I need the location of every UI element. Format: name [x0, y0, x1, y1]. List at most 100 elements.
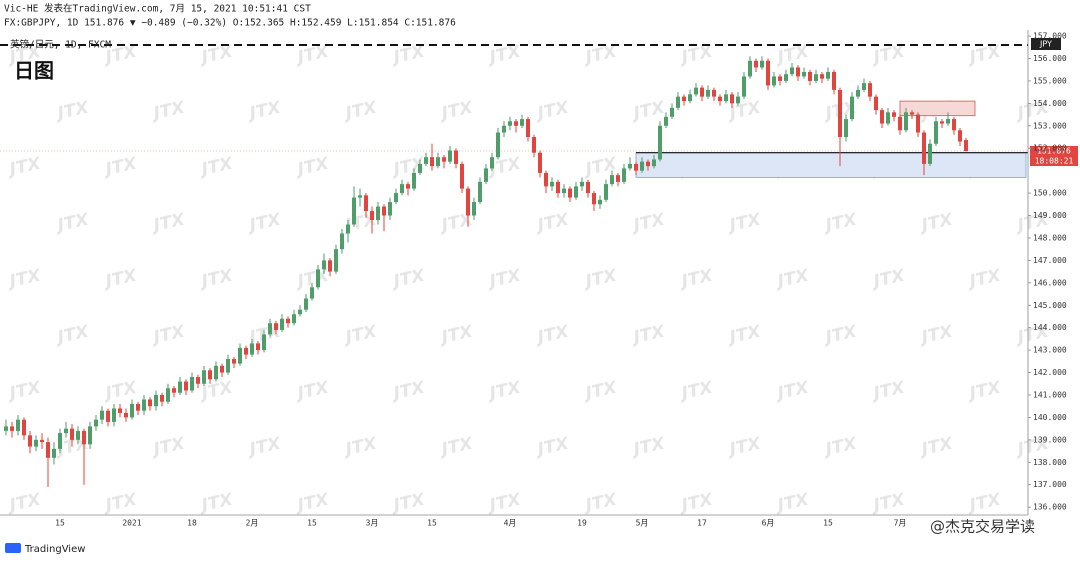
candle-body — [784, 74, 788, 81]
candle-body — [676, 96, 680, 108]
x-tick-label: 7月 — [894, 519, 907, 528]
info-line: FX:GBPJPY, 1D 151.876 ▼ −0.489 (−0.32%) … — [4, 18, 456, 29]
publisher-line: Vic-HE 发表在TradingView.com, 7月 15, 2021 1… — [4, 3, 311, 15]
candle-body — [148, 399, 152, 407]
candle-body — [280, 318, 284, 330]
candle-body — [268, 323, 272, 335]
candle-body — [118, 408, 122, 413]
candle-body — [778, 76, 782, 81]
candle-body — [538, 152, 542, 173]
y-tick-label: 146.000 — [1033, 278, 1067, 287]
candle-body — [346, 224, 350, 234]
candle-body — [496, 132, 500, 158]
candle-body — [562, 188, 566, 194]
brand-logo — [5, 543, 21, 553]
candle-body — [868, 83, 872, 97]
candle-body — [436, 157, 440, 167]
signature: @杰克交易学读 — [930, 518, 1035, 536]
candle-body — [256, 343, 260, 351]
candle-body — [226, 359, 230, 373]
candle-body — [34, 439, 38, 447]
candle-body — [892, 112, 896, 117]
candle-body — [628, 163, 632, 169]
candle-body — [634, 163, 638, 171]
candle-body — [694, 87, 698, 95]
candle-body — [772, 76, 776, 86]
candle-body — [886, 112, 890, 124]
x-tick-label: 6月 — [762, 519, 775, 528]
candle-body — [400, 184, 404, 194]
candle-body — [76, 430, 80, 440]
candle-body — [934, 121, 938, 144]
candle-body — [604, 184, 608, 200]
candle-body — [766, 60, 770, 86]
candle-body — [592, 193, 596, 205]
candle-body — [454, 150, 458, 164]
y-tick-label: 156.000 — [1033, 54, 1067, 63]
candle-body — [40, 439, 44, 443]
candle-body — [442, 157, 446, 162]
candle-body — [910, 112, 914, 115]
candle-body — [142, 399, 146, 411]
candle-body — [808, 71, 812, 81]
candle-body — [646, 161, 650, 167]
candle-body — [52, 448, 56, 458]
candle-body — [688, 94, 692, 102]
candle-body — [292, 314, 296, 324]
candle-body — [670, 107, 674, 117]
y-tick-label: 142.000 — [1033, 368, 1067, 377]
currency-label: JPY — [1039, 40, 1052, 49]
y-tick-label: 137.000 — [1033, 480, 1067, 489]
candle-body — [616, 175, 620, 182]
candle-body — [58, 433, 62, 449]
candle-body — [862, 83, 866, 90]
x-tick-label: 15 — [307, 519, 317, 528]
candle-body — [304, 298, 308, 310]
y-tick-label: 143.000 — [1033, 346, 1067, 355]
y-tick-label: 145.000 — [1033, 301, 1067, 310]
candle-body — [406, 184, 410, 189]
last-price-badge — [1030, 146, 1078, 166]
candle-body — [238, 347, 242, 364]
chart-title: 日图 — [14, 59, 54, 83]
candle-body — [394, 193, 398, 203]
candle-body — [574, 186, 578, 198]
candle-body — [154, 394, 158, 407]
plot-area — [0, 44, 1028, 487]
candle-body — [598, 199, 602, 205]
candle-body — [790, 67, 794, 75]
candle-body — [448, 150, 452, 162]
x-tick-label: 15 — [823, 519, 833, 528]
candle-body — [190, 377, 194, 391]
candle-body — [736, 96, 740, 104]
x-tick-label: 19 — [577, 519, 587, 528]
candle-body — [184, 381, 188, 391]
candle-body — [958, 130, 962, 142]
candle-body — [550, 181, 554, 187]
candle-body — [928, 143, 932, 164]
candle-body — [460, 163, 464, 189]
candle-body — [748, 60, 752, 77]
candle-body — [544, 172, 548, 187]
candle-body — [844, 119, 848, 138]
candle-body — [742, 76, 746, 97]
candle-body — [160, 394, 164, 402]
y-tick-label: 147.000 — [1033, 256, 1067, 265]
candle-body — [328, 260, 332, 272]
candle-body — [352, 197, 356, 225]
candle-body — [508, 121, 512, 126]
candle-body — [232, 359, 236, 364]
candle-body — [724, 94, 728, 102]
y-tick-label: 152.000 — [1033, 144, 1067, 153]
candle-body — [418, 163, 422, 173]
candle-body — [88, 426, 92, 445]
candle-body — [376, 206, 380, 221]
candle-body — [430, 157, 434, 167]
x-tick-label: 2021 — [122, 519, 141, 528]
y-tick-label: 140.000 — [1033, 413, 1067, 422]
candle-body — [130, 403, 134, 418]
candle-body — [16, 419, 20, 431]
candle-body — [250, 343, 254, 355]
x-tick-label: 15 — [427, 519, 437, 528]
candle-body — [814, 74, 818, 81]
